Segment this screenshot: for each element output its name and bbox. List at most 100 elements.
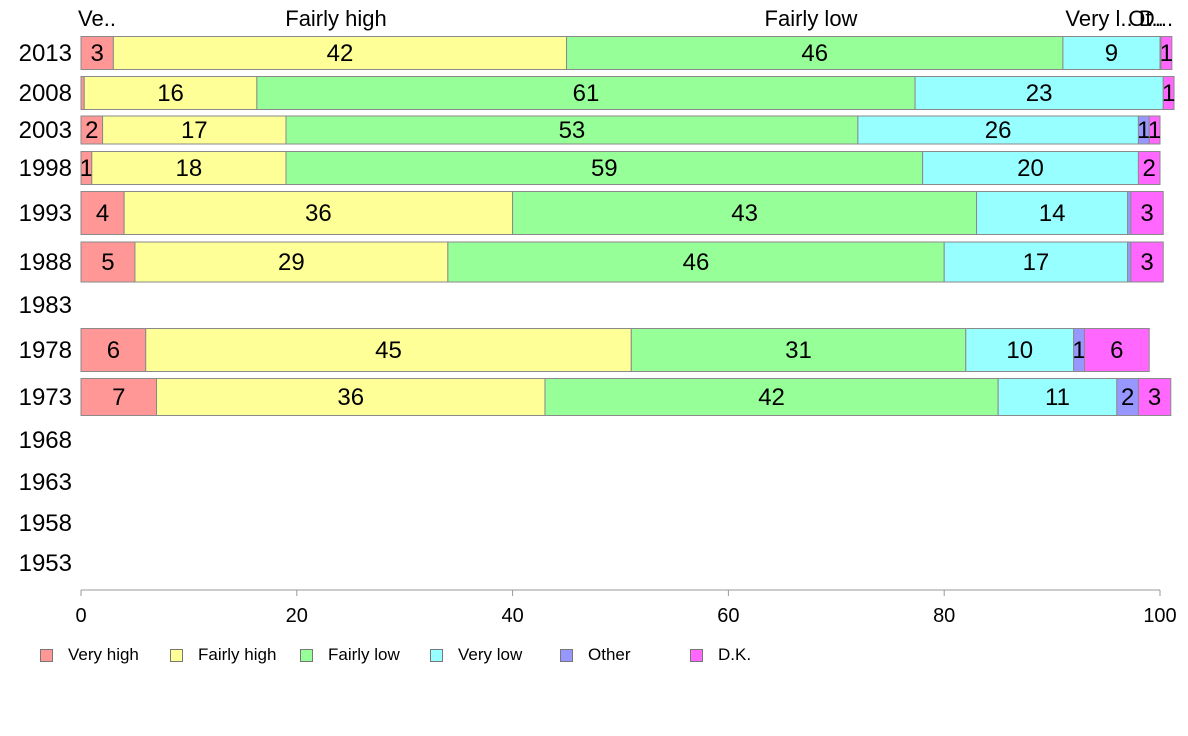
bar-segment-1978-2 [630,328,967,372]
bar-segment-1973-0 [80,378,158,416]
bar-segment-2013-1 [112,36,568,70]
legend-label-dk: D.K. [718,645,752,664]
bar-segment-1998-3 [922,151,1139,185]
x-tick-label-20: 20 [286,605,308,627]
data-label-2013-0: 3 [91,40,104,67]
data-label-2013-3: 9 [1105,40,1118,67]
category-label-1993: 1993 [19,200,72,227]
top-series-label-0: Ve.. [78,6,116,31]
category-label-1998: 1998 [19,155,72,182]
category-label-1978: 1978 [19,337,72,364]
data-label-1998-0: 1 [80,155,93,182]
bar-segment-1998-1 [91,151,287,185]
x-tick-label-40: 40 [501,605,523,627]
data-label-1988-0: 5 [101,249,114,276]
category-label-2008: 2008 [19,80,72,107]
data-label-1988-2: 46 [683,249,710,276]
data-label-2013-2: 46 [801,40,828,67]
data-label-2003-3: 26 [985,117,1012,144]
bar-segment-1978-5 [1083,328,1150,372]
bar-segment-1973-2 [544,378,999,416]
category-label-1963: 1963 [19,469,72,496]
data-label-1973-5: 3 [1148,384,1161,411]
category-label-1983: 1983 [19,292,72,319]
data-label-1973-3: 11 [1045,384,1070,411]
data-label-1988-5: 3 [1140,249,1153,276]
data-label-1993-2: 43 [731,200,758,227]
legend-label-other: Other [588,645,631,664]
x-tick-label-60: 60 [717,605,739,627]
data-label-2003-5: 1 [1148,117,1161,144]
top-series-label-3: Very l.. [1065,6,1132,31]
category-label-1953: 1953 [19,550,72,577]
bar-segment-1988-2 [447,241,945,283]
bar-segment-1988-1 [134,241,449,283]
bar-segment-2013-5 [1160,36,1173,70]
legend-item-very-high: Very high [40,644,139,666]
bar-segment-1988-0 [80,241,136,283]
legend-swatch-very-high [40,648,53,662]
bar-segment-1998-5 [1137,151,1161,185]
data-label-1978-2: 31 [785,337,812,364]
legend-item-other: Other [560,644,631,666]
data-label-1993-1: 36 [305,200,332,227]
data-label-2003-4: 1 [1137,117,1150,144]
data-label-1988-1: 29 [278,249,305,276]
bar-segment-1973-3 [997,378,1118,416]
data-label-1973-2: 42 [758,384,785,411]
bar-segment-1973-5 [1137,378,1172,416]
bar-segment-2008-2 [256,76,916,110]
top-series-label-5: D... [1139,6,1173,31]
x-tick-label-0: 0 [75,605,86,627]
bar-segment-1988-5 [1130,241,1164,283]
bar-segment-2008-1 [83,76,258,110]
bar-segment-1993-3 [976,191,1129,235]
legend-label-fairly-low: Fairly low [328,645,400,664]
bar-segment-1978-0 [80,328,147,372]
bar-segment-2008-5 [1162,76,1175,110]
legend-swatch-other [560,648,573,662]
bar-segment-2008-3 [914,76,1164,110]
data-label-2003-2: 53 [559,117,586,144]
category-label-2003: 2003 [19,117,72,144]
data-label-2013-5: 1 [1160,40,1173,67]
data-label-1993-3: 14 [1039,200,1066,227]
legend-swatch-fairly-high [170,648,183,662]
legend-label-very-low: Very low [458,645,523,664]
data-label-1988-3: 17 [1023,249,1050,276]
data-label-1978-0: 6 [107,337,120,364]
top-series-label-1: Fairly high [285,6,386,31]
legend-label-fairly-high: Fairly high [198,645,277,664]
top-series-label-2: Fairly low [765,6,858,31]
data-label-2008-1: 16 [157,80,184,107]
legend-swatch-very-low [430,648,443,662]
legend-item-fairly-high: Fairly high [170,644,276,666]
x-tick-label-80: 80 [933,605,955,627]
data-label-2013-1: 42 [327,40,354,67]
data-label-1993-5: 3 [1140,200,1153,227]
legend-swatch-fairly-low [300,648,313,662]
bar-segment-2013-2 [566,36,1064,70]
data-label-1993-0: 4 [96,200,109,227]
data-label-2003-1: 17 [181,117,208,144]
legend-item-dk: D.K. [690,644,751,666]
data-label-1978-1: 45 [375,337,402,364]
data-label-1998-5: 2 [1143,155,1156,182]
x-tick-label-100: 100 [1143,605,1176,627]
category-label-1973: 1973 [19,384,72,411]
category-label-1988: 1988 [19,249,72,276]
data-label-1973-0: 7 [112,384,125,411]
bar-segment-1978-1 [145,328,632,372]
bar-segment-1993-2 [512,191,978,235]
data-label-1998-1: 18 [176,155,203,182]
bar-segment-1993-5 [1130,191,1164,235]
bar-segment-1998-2 [285,151,924,185]
legend-swatch-dk [690,648,703,662]
data-label-2008-5: 1 [1162,80,1175,107]
bar-segment-2013-0 [80,36,114,70]
bar-segment-1973-1 [156,378,546,416]
bar-segment-2003-1 [102,115,287,145]
category-label-1968: 1968 [19,427,72,454]
data-label-1973-4: 2 [1121,384,1134,411]
bar-segment-1988-3 [943,241,1129,283]
